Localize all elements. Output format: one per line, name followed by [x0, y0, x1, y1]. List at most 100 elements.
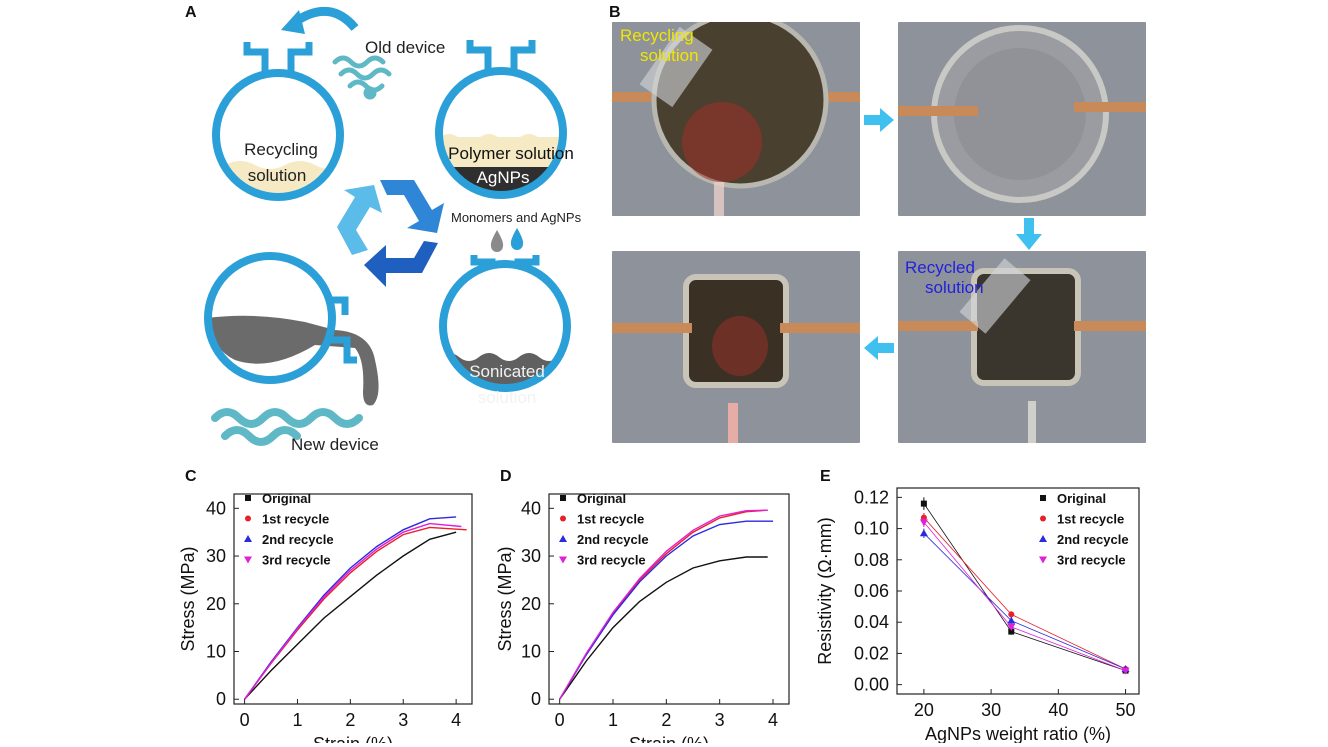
- x-tick-label: 3: [398, 710, 408, 730]
- chart-d: 01234010203040Strain (%)Stress (MPa)Orig…: [495, 491, 790, 743]
- agnps-label: AgNPs: [477, 168, 530, 187]
- legend-marker: [559, 535, 567, 542]
- recycling-solution-photo-label: Recycling solution: [620, 26, 699, 66]
- legend-label: Original: [1057, 491, 1106, 506]
- recycling-schematic: Recycling solution Old device Polymer so…: [204, 6, 582, 454]
- legend-label: 1st recycle: [577, 512, 644, 527]
- polymer-solution-label: Polymer solution: [448, 144, 574, 163]
- photo-dried: [898, 22, 1146, 216]
- y-tick-label: 0.02: [854, 643, 889, 663]
- x-tick-label: 0: [555, 710, 565, 730]
- y-tick-label: 10: [521, 642, 541, 662]
- x-tick-label: 50: [1116, 700, 1136, 720]
- legend-label: 2nd recycle: [262, 532, 334, 547]
- y-tick-label: 0.00: [854, 675, 889, 695]
- flask-icon: [212, 42, 344, 201]
- panel-label-c: C: [185, 468, 197, 485]
- legend-label: 1st recycle: [1057, 512, 1124, 527]
- legend-marker: [245, 515, 251, 522]
- old-device-label: Old device: [365, 38, 445, 57]
- data-point: [1008, 628, 1015, 635]
- series-line: [559, 520, 773, 700]
- series-line: [244, 531, 457, 700]
- old-device-icon: [332, 55, 392, 100]
- legend-label: Original: [577, 491, 626, 506]
- x-tick-label: 3: [715, 710, 725, 730]
- series-line: [559, 509, 768, 700]
- data-point: [920, 500, 927, 507]
- new-device-icon: [211, 408, 363, 446]
- y-axis-label: Resistivity (Ω·mm): [815, 517, 835, 664]
- x-tick-label: 4: [768, 710, 778, 730]
- data-point: [1007, 623, 1016, 631]
- arrow-icon: [864, 336, 894, 360]
- arrow-icon: [292, 6, 359, 32]
- y-tick-label: 30: [206, 546, 226, 566]
- data-point: [920, 514, 927, 521]
- x-tick-label: 2: [661, 710, 671, 730]
- sonicated-solution-line2: solution: [478, 388, 537, 407]
- x-tick-label: 2: [345, 710, 355, 730]
- legend-marker: [559, 556, 567, 564]
- chart-e: 20 30 40 50 0.00 0.02 0.04 0.06 0.08 0.10 0.12 AgNP…: [815, 487, 1140, 743]
- x-tick-label: 1: [608, 710, 618, 730]
- y-axis-label: Stress (MPa): [495, 546, 515, 651]
- monomers-label: Monomers and AgNPs: [451, 210, 582, 225]
- chart-c: 01234010203040Strain (%)Stress (MPa)Orig…: [178, 491, 473, 743]
- plot-frame: [548, 493, 790, 705]
- y-tick-label: 30: [521, 546, 541, 566]
- legend-label: 3rd recycle: [1057, 553, 1126, 568]
- plot-frame: [233, 493, 473, 705]
- flask-icon: [439, 255, 571, 392]
- legend-marker: [560, 495, 566, 501]
- panel-label-e: E: [820, 468, 831, 485]
- legend-label: 1st recycle: [262, 512, 329, 527]
- panel-label-a: A: [185, 4, 197, 21]
- y-axis-label: Stress (MPa): [178, 546, 198, 651]
- recycled-label-line2: solution: [925, 278, 984, 297]
- legend-label: 2nd recycle: [1057, 532, 1129, 547]
- photo-square-lit: [612, 251, 860, 443]
- data-point: [1008, 611, 1015, 618]
- legend-marker: [244, 535, 252, 542]
- y-tick-label: 40: [521, 498, 541, 518]
- recycling-solution-line1: Recycling: [244, 140, 318, 159]
- sonicated-solution-line1: Sonicated: [469, 362, 545, 381]
- recycling-solution-line2: solution: [248, 166, 307, 185]
- recycle-icon: [337, 180, 444, 287]
- series-line: [923, 503, 1126, 671]
- x-axis-label: AgNPs weight ratio (%): [925, 724, 1111, 743]
- y-tick-label: 0.04: [854, 612, 889, 632]
- legend-label: 3rd recycle: [577, 553, 646, 568]
- legend-marker: [1040, 495, 1046, 501]
- x-tick-label: 30: [981, 700, 1001, 720]
- data-point: [1007, 616, 1016, 624]
- legend-marker: [1039, 535, 1047, 542]
- legend-marker: [1039, 556, 1047, 564]
- panel-label-d: D: [500, 468, 512, 485]
- y-tick-label: 0: [216, 689, 226, 709]
- data-point: [1121, 667, 1130, 675]
- y-tick-label: 0.06: [854, 581, 889, 601]
- flask-icon: [204, 252, 379, 406]
- new-device-label: New device: [291, 435, 379, 454]
- legend-label: Original: [262, 491, 311, 506]
- panel-label-b: B: [609, 4, 621, 21]
- legend-marker: [244, 556, 252, 564]
- photo-recycling: [612, 22, 860, 216]
- y-tick-label: 0.08: [854, 550, 889, 570]
- x-tick-label: 20: [914, 700, 934, 720]
- y-tick-label: 0.10: [854, 519, 889, 539]
- y-tick-label: 20: [206, 594, 226, 614]
- series-line: [244, 522, 462, 700]
- recycling-label-line1: Recycling: [620, 26, 694, 45]
- legend-marker: [560, 515, 566, 522]
- data-point: [919, 529, 928, 537]
- y-tick-label: 0.12: [854, 487, 889, 507]
- legend-marker: [245, 495, 251, 501]
- x-tick-label: 4: [451, 710, 461, 730]
- legend-marker: [1040, 515, 1046, 522]
- recycling-label-line2: solution: [640, 46, 699, 65]
- y-tick-label: 20: [521, 594, 541, 614]
- droplet-icon: [510, 228, 524, 250]
